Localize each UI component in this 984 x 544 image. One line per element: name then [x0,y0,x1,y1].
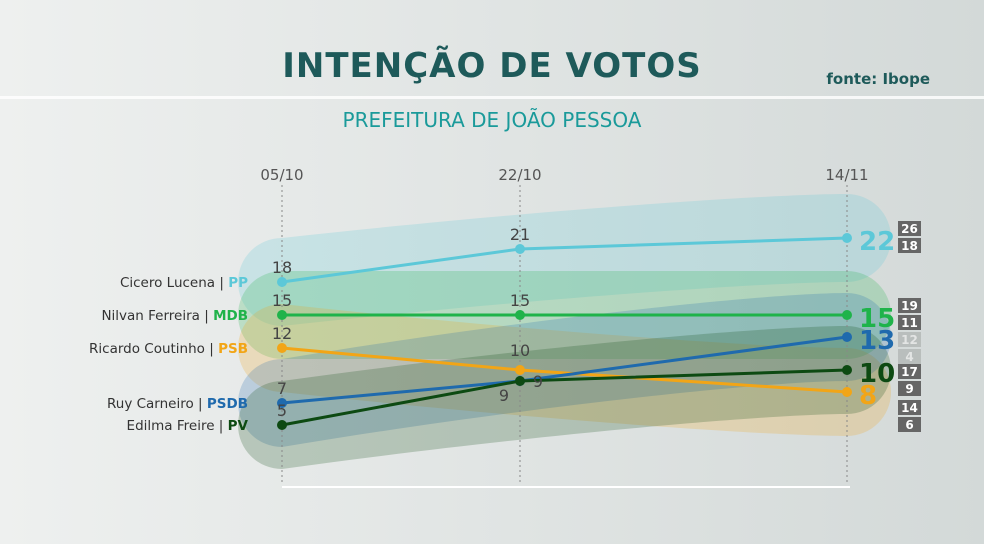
data-label: 15 [272,291,292,310]
range-value: 9 [905,382,913,396]
range-value: 6 [905,418,913,432]
candidate-label: Nilvan Ferreira | MDB [101,308,248,324]
end-value-label: 22 [859,227,895,257]
data-label: 9 [533,372,543,391]
data-point [277,398,287,408]
candidate-label: Edilma Freire | PV [127,418,249,434]
chart-title: INTENÇÃO DE VOTOS [282,46,702,86]
data-point [515,244,525,254]
end-value-label: 8 [859,381,877,411]
divider [0,96,984,99]
data-point [842,332,852,342]
source-label: fonte: Ibope [826,70,930,88]
range-box [898,349,921,364]
range-box [898,298,921,313]
range-box [898,364,921,379]
end-value-label: 10 [859,359,895,389]
range-box [898,332,921,347]
error-band [238,293,891,447]
data-label: 7 [277,379,287,398]
chart-subtitle: PREFEITURA DE JOÃO PESSOA [342,108,642,132]
error-band [238,326,891,469]
range-box [898,381,921,396]
data-label: 15 [510,291,530,310]
x-tick-label: 05/10 [260,166,303,184]
data-label: 21 [510,225,530,244]
candidate-label: Cicero Lucena | PP [120,275,248,291]
x-tick-label: 22/10 [498,166,541,184]
data-point [842,310,852,320]
data-point [277,420,287,430]
range-box [898,315,921,330]
range-value: 11 [901,316,918,330]
data-point [277,343,287,353]
data-label: 5 [277,401,287,420]
end-value-label: 15 [859,304,895,334]
data-label: 9 [499,386,509,405]
data-point [515,376,525,386]
range-value: 14 [901,401,918,415]
x-tick-label: 14/11 [825,166,868,184]
data-point [842,233,852,243]
range-box [898,400,921,415]
range-box [898,238,921,253]
range-value: 18 [901,239,918,253]
data-point [515,310,525,320]
range-value: 12 [901,333,918,347]
data-point [842,365,852,375]
range-value: 4 [905,350,913,364]
range-value: 19 [901,299,918,313]
data-label: 18 [272,258,292,277]
range-box [898,221,921,236]
candidate-label: Ruy Carneiro | PSDB [107,396,248,412]
data-label: 10 [510,341,530,360]
data-label: 12 [272,324,292,343]
data-point [515,365,525,375]
end-value-label: 13 [859,326,895,356]
error-band [238,194,891,326]
data-point [842,387,852,397]
range-value: 17 [901,365,918,379]
candidate-label: Ricardo Coutinho | PSB [89,341,248,357]
range-box [898,417,921,432]
range-value: 26 [901,222,918,236]
data-point [277,310,287,320]
data-point [277,277,287,287]
